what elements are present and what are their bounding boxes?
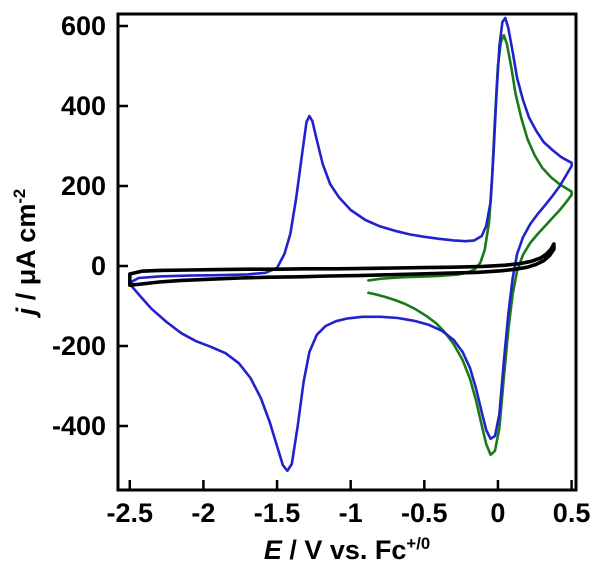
y-tick-label: 400 [61,91,106,121]
x-axis-superscript: +/0 [406,534,431,553]
x-axis-symbol: E [263,535,282,565]
green-cv-curve [367,33,573,457]
x-tick-label: -1 [339,498,363,528]
y-axis-units: / μA cm [11,203,41,308]
y-tick-label: -200 [52,331,106,361]
x-tick-label: -2 [191,498,215,528]
y-axis-superscript: -2 [10,188,29,204]
x-tick-label: -0.5 [401,498,448,528]
y-axis-symbol: j [11,307,41,316]
axes-frame [116,12,578,492]
x-tick-label: 0 [490,498,505,528]
x-axis-units: / V vs. Fc [281,535,407,565]
black-cv-curve [128,242,556,288]
x-tick-label: -1.5 [254,498,301,528]
x-axis-label: E / V vs. Fc+/0 [118,534,576,566]
x-tick-label: 0.5 [553,498,591,528]
y-tick-label: 200 [61,171,106,201]
y-axis-label: j / μA cm-2 [10,189,42,315]
blue-cv-curve [128,16,573,473]
y-tick-label: 600 [61,11,106,41]
y-tick-label: -400 [52,411,106,441]
x-tick-label: -2.5 [107,498,154,528]
y-tick-label: 0 [91,251,106,281]
